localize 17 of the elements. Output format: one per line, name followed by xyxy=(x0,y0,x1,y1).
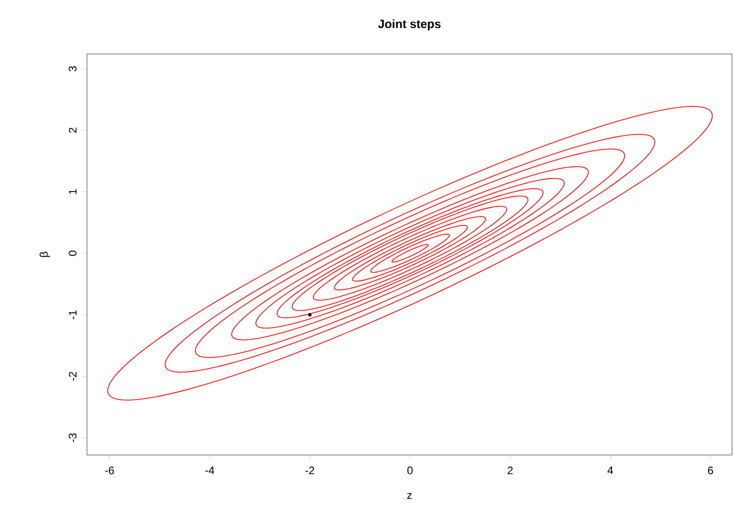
y-tick-label: -3 xyxy=(68,433,76,442)
y-tick-label: -1 xyxy=(68,310,76,320)
x-tick-label: 2 xyxy=(508,466,513,474)
x-tick-label: -2 xyxy=(305,466,314,474)
x-tick-label: 6 xyxy=(708,466,714,474)
x-tick-label: -4 xyxy=(205,466,214,474)
y-tick-label: -2 xyxy=(68,372,76,381)
y-axis-title: β xyxy=(40,252,50,257)
y-tick-label: 1 xyxy=(68,189,76,194)
chart-title: Joint steps xyxy=(378,19,441,30)
y-tick-label: 2 xyxy=(68,128,76,133)
y-tick-label: 0 xyxy=(68,250,76,256)
x-tick-label: 4 xyxy=(608,466,614,474)
x-axis-title: z xyxy=(407,493,412,499)
x-tick-label: -6 xyxy=(105,466,114,474)
y-tick-label: 3 xyxy=(68,66,76,72)
x-tick-label: 0 xyxy=(407,466,413,474)
